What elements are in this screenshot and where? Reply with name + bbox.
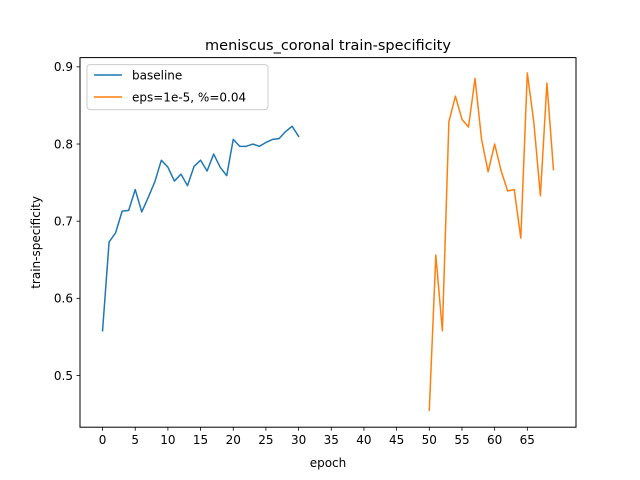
x-tick-label: 65 <box>520 433 535 447</box>
x-tick-label: 55 <box>454 433 469 447</box>
series-line-0 <box>101 125 300 332</box>
x-tick-label: 15 <box>193 433 208 447</box>
x-tick-label: 5 <box>131 433 139 447</box>
x-tick-label: 25 <box>258 433 273 447</box>
x-axis-ticks: 0 5 10 15 20 25 30 35 40 45 50 55 60 65 <box>99 427 535 447</box>
chart-title: meniscus_coronal train-specificity <box>205 38 451 54</box>
x-tick-label: 45 <box>389 433 404 447</box>
legend-box <box>86 64 269 111</box>
y-tick-label: 0.8 <box>54 137 73 151</box>
x-tick-label: 35 <box>324 433 339 447</box>
x-axis-label: epoch <box>310 456 347 470</box>
x-tick-label: 40 <box>356 433 371 447</box>
x-tick-label: 0 <box>99 433 107 447</box>
legend: baseline eps=1e-5, %=0.04 <box>86 64 269 111</box>
plot-lines <box>101 72 555 412</box>
y-tick-label: 0.7 <box>54 214 73 228</box>
series-line-1 <box>428 72 555 412</box>
y-axis-ticks: 0.5 0.6 0.7 0.8 0.9 <box>54 60 80 383</box>
y-tick-label: 0.6 <box>54 292 73 306</box>
legend-label-eps: eps=1e-5, %=0.04 <box>132 91 246 105</box>
x-tick-label: 50 <box>422 433 437 447</box>
x-tick-label: 30 <box>291 433 306 447</box>
y-tick-label: 0.5 <box>54 369 73 383</box>
y-axis-label: train-specificity <box>29 196 43 289</box>
legend-label-baseline: baseline <box>132 69 182 83</box>
x-tick-label: 10 <box>160 433 175 447</box>
x-tick-label: 20 <box>226 433 241 447</box>
y-tick-label: 0.9 <box>54 60 73 74</box>
plot-area-frame <box>79 57 577 428</box>
x-tick-label: 60 <box>487 433 502 447</box>
